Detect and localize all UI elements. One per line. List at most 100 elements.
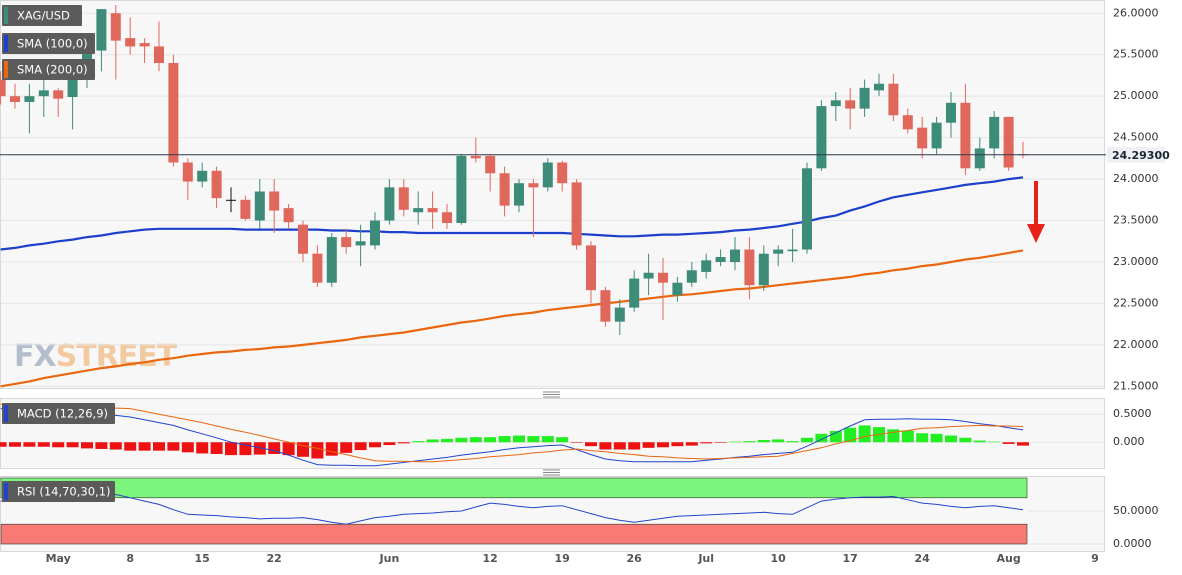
macd-histogram-bar [340, 442, 353, 453]
macd-histogram-bar [556, 437, 569, 443]
y-tick-label: 50.0000 [1113, 504, 1159, 517]
macd-histogram-bar [541, 436, 554, 443]
macd-histogram-bar [1002, 442, 1015, 444]
candle-body [10, 96, 20, 102]
macd-histogram-bar [498, 436, 511, 443]
y-tick-label: 22.0000 [1113, 338, 1159, 351]
candle-body [154, 46, 164, 64]
panel-separator[interactable] [543, 391, 560, 398]
candle-body [384, 187, 395, 221]
candle-body [413, 208, 424, 213]
candle-body [989, 116, 1000, 149]
legend-swatch [4, 7, 8, 24]
candle-body [643, 272, 654, 279]
macd-histogram-bar [95, 442, 108, 449]
macd-histogram-bar [124, 442, 137, 451]
macd-histogram-bar [167, 442, 180, 451]
macd-histogram-bar [9, 442, 21, 447]
y-tick-label: 26.0000 [1113, 6, 1159, 19]
candle-body [917, 127, 928, 149]
macd-histogram-bar [268, 442, 281, 454]
candle-body [53, 90, 64, 99]
legend-swatch [4, 61, 8, 78]
macd-histogram-bar [397, 442, 410, 444]
macd-histogram-bar [210, 442, 223, 454]
y-tick-label: 23.0000 [1113, 255, 1159, 268]
macd-histogram-bar [181, 442, 194, 453]
candle-body [341, 237, 352, 248]
candle-body [557, 162, 568, 184]
macd-histogram-bar [513, 435, 525, 443]
legend-box [2, 403, 115, 424]
oversold-band [0, 523, 1028, 545]
macd-histogram-bar [628, 442, 641, 450]
legend-label: SMA (100,0) [17, 37, 88, 51]
macd-histogram-bar [153, 442, 165, 451]
legend-swatch [4, 483, 8, 500]
x-tick-label: Jul [697, 552, 714, 565]
x-tick-label: 17 [843, 552, 858, 565]
candle-body [960, 102, 971, 169]
candle-body [82, 46, 92, 72]
macd-histogram-bar [930, 433, 943, 443]
macd-histogram-bar [441, 438, 453, 443]
macd-histogram-bar [369, 442, 381, 448]
candle-body [254, 191, 265, 221]
macd-histogram-bar [426, 439, 439, 443]
candle-body [398, 187, 409, 210]
candle-body [283, 208, 294, 223]
x-tick-label: 19 [555, 552, 570, 565]
macd-histogram-bar [37, 442, 50, 447]
signal-line [0, 403, 1024, 463]
last-price-label: 24.29300 [1112, 149, 1170, 162]
x-tick-label: Aug [996, 552, 1020, 565]
candle-body [269, 191, 280, 211]
overbought-band [0, 477, 1028, 499]
macd-histogram-bar [642, 442, 655, 448]
macd-histogram-bar [585, 442, 597, 447]
watermark-street: STREET [56, 339, 178, 374]
candle-body [24, 96, 35, 102]
candle-body [326, 237, 337, 283]
macd-line [0, 408, 1024, 467]
panel-separator[interactable] [543, 469, 560, 476]
candle-body [629, 278, 640, 308]
macd-histogram-bar [52, 442, 65, 448]
candle-body [38, 90, 49, 97]
y-tick-label: 22.5000 [1113, 296, 1159, 309]
candle-body [442, 212, 452, 224]
macd-histogram-bar [858, 425, 871, 443]
candle-body [658, 272, 668, 283]
y-tick-label: 0.000 [1113, 435, 1145, 448]
candle-body [614, 307, 625, 322]
x-tick-label: 8 [126, 552, 134, 565]
candle-body [974, 148, 985, 169]
macd-histogram-bar [959, 437, 972, 443]
macd-histogram-bar [945, 435, 957, 443]
last-price-box [1107, 146, 1165, 163]
macd-histogram-bar [253, 442, 266, 455]
candle-body [773, 249, 784, 254]
macd-histogram-bar [916, 433, 929, 443]
x-tick-label: 10 [771, 552, 787, 565]
macd-histogram-bar [743, 441, 756, 443]
candle-body [139, 43, 150, 47]
macd-histogram-bar [109, 442, 122, 450]
macd-histogram-bar [196, 442, 209, 454]
macd-histogram-bar [484, 437, 497, 443]
plot-layer: 21.5000 22.0000 22.5000 23.0000 23.5000 24.00… [0, 4, 1170, 565]
y-tick-label: 24.0000 [1113, 172, 1159, 185]
candle-body [514, 183, 524, 206]
watermark-fx: FX [14, 339, 56, 374]
macd-histogram-bar [671, 442, 684, 447]
macd-histogram-bar [657, 442, 669, 448]
x-tick-label: May [46, 552, 71, 565]
candle-body [470, 155, 481, 159]
macd-histogram-bar [570, 442, 583, 443]
candle-body [355, 241, 366, 246]
legend-box [2, 5, 82, 26]
candle-body [874, 83, 884, 91]
candle-body [830, 100, 841, 107]
y-tick-label: 21.5000 [1113, 379, 1159, 392]
